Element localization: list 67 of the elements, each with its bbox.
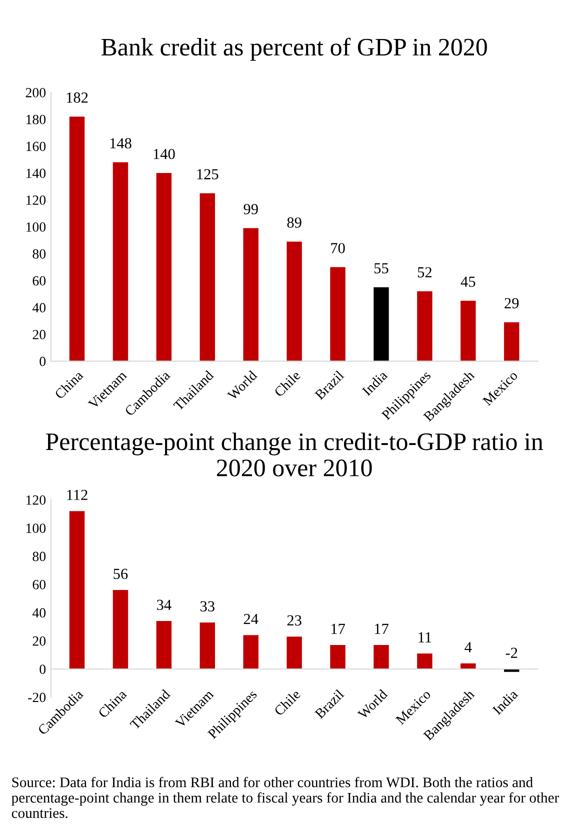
y-tick-label: 60 — [32, 580, 46, 590]
data-label: 89 — [287, 217, 302, 228]
data-label: 112 — [67, 490, 88, 500]
bar — [156, 621, 172, 669]
y-tick-label: 120 — [26, 495, 46, 505]
bar — [200, 193, 216, 362]
bar — [286, 636, 302, 669]
bar — [69, 511, 85, 669]
data-label: 34 — [157, 600, 172, 610]
data-label: 24 — [244, 614, 258, 624]
data-label: -2 — [506, 648, 518, 658]
bar — [243, 228, 258, 362]
data-label: 55 — [374, 263, 388, 274]
data-label: 140 — [154, 148, 175, 160]
x-tick-label: India — [492, 688, 518, 716]
y-tick-label: 40 — [32, 303, 46, 312]
y-tick-label: 60 — [32, 276, 46, 286]
data-label: 33 — [200, 601, 214, 612]
data-label: 52 — [418, 267, 432, 278]
chart-title: Bank credit as percent of GDP in 2020 — [101, 38, 487, 61]
y-tick-label: 100 — [26, 524, 46, 533]
bar — [156, 173, 172, 362]
bar — [417, 653, 432, 669]
data-label: 23 — [287, 615, 302, 626]
bar — [243, 635, 258, 669]
data-label: 70 — [331, 242, 345, 254]
bar — [504, 322, 520, 362]
y-tick-label: 160 — [26, 142, 46, 152]
y-tick-label: 180 — [26, 114, 46, 124]
bar — [460, 300, 476, 362]
bar — [112, 162, 128, 362]
bar — [417, 291, 432, 362]
bar — [112, 590, 128, 669]
y-tick-label: 200 — [26, 88, 46, 98]
x-tick-label: Chile — [273, 688, 301, 716]
y-tick-label: 40 — [32, 608, 46, 618]
bar — [286, 242, 302, 362]
data-label: 125 — [197, 169, 218, 180]
x-tick-label: Chile — [273, 370, 301, 398]
data-label: 4 — [464, 642, 472, 652]
bar — [200, 622, 216, 669]
bar — [69, 116, 85, 362]
data-label: 99 — [244, 204, 258, 214]
y-tick-label: 20 — [32, 636, 46, 646]
bar — [374, 287, 389, 362]
y-tick-label: 0 — [40, 356, 46, 366]
source-note: Source: Data for India is from RBI and for other countries from WDI. Both the ratios and percentage-point change in them relate to fiscal years for India and the calendar year for other countries. — [12, 776, 560, 818]
y-tick-label: 100 — [26, 222, 46, 232]
data-label: 17 — [374, 624, 388, 634]
bar — [330, 267, 346, 362]
y-tick-label: 80 — [32, 249, 46, 259]
data-label: 45 — [460, 276, 476, 287]
data-label: 11 — [418, 632, 432, 642]
data-label: 17 — [331, 624, 345, 634]
y-tick-label: 120 — [26, 196, 46, 205]
y-tick-label: 20 — [32, 330, 46, 340]
bar — [330, 645, 346, 669]
data-label: 148 — [110, 138, 132, 148]
data-label: 56 — [114, 568, 128, 580]
y-tick-label: 0 — [40, 664, 46, 674]
bar — [374, 645, 389, 669]
bar — [460, 663, 476, 669]
data-label: 182 — [66, 92, 88, 103]
chart-title: Percentage-point change in credit-to-GDP ratio in 2020 over 2010 — [46, 432, 544, 476]
data-label: 29 — [504, 298, 519, 308]
y-tick-label: 140 — [26, 168, 46, 178]
y-tick-label: 80 — [32, 552, 46, 562]
